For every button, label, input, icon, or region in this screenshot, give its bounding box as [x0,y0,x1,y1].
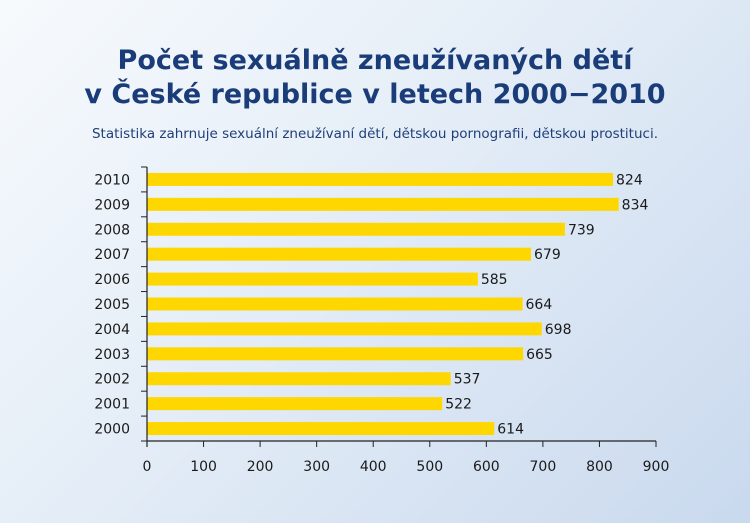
category-label-2006: 2006 [94,272,130,288]
value-label-2006: 585 [481,272,508,288]
x-tick-label-200: 200 [247,459,274,475]
x-tick-label-400: 400 [360,459,387,475]
x-tick-label-100: 100 [190,459,217,475]
value-label-2010: 824 [616,172,643,188]
value-label-2009: 834 [622,197,649,213]
x-tick-label-0: 0 [143,459,152,475]
bar-2000 [147,422,495,436]
category-label-2010: 2010 [94,172,130,188]
value-label-2007: 679 [534,247,561,263]
value-label-2003: 665 [526,347,553,363]
bar-2007 [147,247,532,261]
x-tick-label-800: 800 [586,459,613,475]
bar-2009 [147,197,619,211]
value-label-2004: 698 [545,322,572,338]
bar-2004 [147,322,542,336]
x-tick-label-300: 300 [303,459,330,475]
x-tick-label-900: 900 [643,459,670,475]
value-label-2008: 739 [568,222,595,238]
category-label-2005: 2005 [94,297,130,313]
chart-title: Počet sexuálně zneužívaných dětí v České… [0,44,750,112]
bar-2010 [147,172,614,186]
value-label-2001: 522 [445,397,472,413]
chart-subtitle: Statistika zahrnuje sexuální zneužívaní … [91,126,658,142]
category-label-2007: 2007 [94,247,130,263]
value-label-2005: 664 [526,297,553,313]
chart-title-line2: v České republice v letech 2000−2010 [84,79,666,110]
category-label-2004: 2004 [94,322,130,338]
category-label-2000: 2000 [94,422,130,438]
bar-2002 [147,372,451,386]
category-label-2003: 2003 [94,347,130,363]
value-label-2000: 614 [497,422,524,438]
bar-2003 [147,347,524,361]
bar-2001 [147,397,443,411]
bar-2006 [147,272,478,286]
chart-title-line1: Počet sexuálně zneužívaných dětí [117,45,633,76]
category-label-2001: 2001 [94,397,130,413]
x-tick-label-600: 600 [473,459,500,475]
value-label-2002: 537 [454,372,481,388]
category-label-2008: 2008 [94,222,130,238]
category-label-2009: 2009 [94,197,130,213]
bar-2008 [147,222,565,236]
x-tick-label-500: 500 [416,459,443,475]
category-label-2002: 2002 [94,372,130,388]
bar-2005 [147,297,523,311]
x-tick-label-700: 700 [530,459,557,475]
